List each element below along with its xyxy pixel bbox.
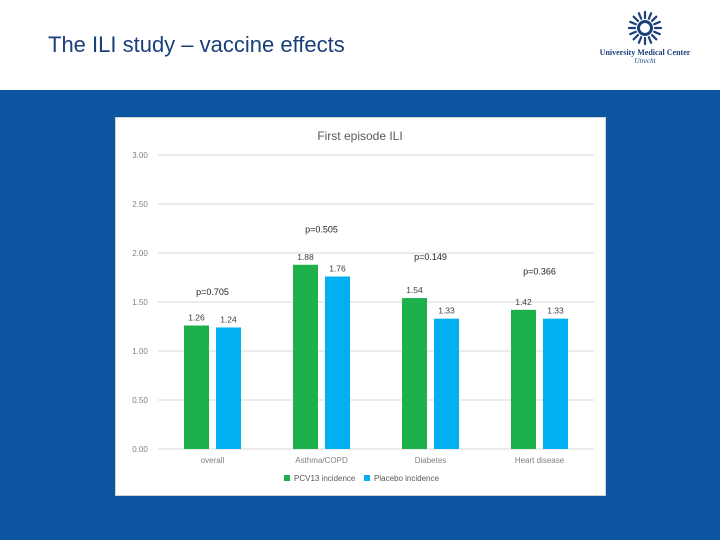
logo-ray — [650, 33, 658, 41]
bar — [293, 264, 318, 449]
logo-ray — [629, 20, 637, 26]
chart-card: First episode ILI 0.00 0.50 1.00 1.50 2.00 2.… — [115, 117, 606, 496]
bar — [511, 309, 536, 449]
logo-ray — [632, 33, 640, 41]
y-tick-label: 0.00 — [132, 445, 148, 454]
logo-name: University Medical Center — [599, 48, 691, 57]
slide-header: The ILI study – vaccine effects Universi… — [0, 0, 720, 90]
bar — [216, 327, 241, 449]
bar — [434, 318, 459, 449]
p-value-annotation: p=0.705 — [196, 287, 229, 297]
legend-label: PCV13 incidence — [294, 474, 356, 483]
y-tick-label: 3.00 — [132, 151, 148, 160]
bar-value-label: 1.26 — [188, 313, 205, 323]
bar-value-label: 1.33 — [547, 306, 564, 316]
logo-ray — [632, 15, 640, 23]
x-tick-label: Heart disease — [515, 456, 565, 465]
chart-title: First episode ILI — [317, 129, 402, 143]
p-value-annotation: p=0.505 — [305, 224, 338, 234]
logo-ray — [650, 15, 658, 23]
bar-value-label: 1.24 — [220, 314, 237, 324]
logo-city: Utrecht — [634, 57, 656, 65]
logo-ray — [629, 30, 637, 36]
y-tick-label: 0.50 — [132, 396, 148, 405]
y-tick-label: 2.00 — [132, 249, 148, 258]
y-tick-label: 1.00 — [132, 347, 148, 356]
bar-value-label: 1.54 — [406, 285, 423, 295]
logo-ray — [653, 20, 661, 26]
bar-value-label: 1.33 — [438, 306, 455, 316]
bar-value-label: 1.76 — [329, 264, 346, 274]
y-tick-label: 2.50 — [132, 200, 148, 209]
legend-swatch — [284, 475, 290, 481]
bar-chart: First episode ILI 0.00 0.50 1.00 1.50 2.00 2.… — [132, 129, 594, 483]
bar — [184, 325, 209, 449]
legend-swatch — [364, 475, 370, 481]
bar-value-label: 1.42 — [515, 297, 532, 307]
umc-logo: University Medical Center Utrecht — [590, 10, 700, 72]
bar-value-label: 1.88 — [297, 252, 314, 262]
logo-ray — [637, 36, 643, 44]
p-value-annotation: p=0.149 — [414, 252, 447, 262]
p-value-annotation: p=0.366 — [523, 267, 556, 277]
x-tick-label: overall — [201, 456, 225, 465]
logo-ray — [653, 30, 661, 36]
slide-title: The ILI study – vaccine effects — [48, 32, 345, 57]
bar — [402, 298, 427, 449]
logo-ray — [637, 12, 643, 20]
umc-sun-icon — [627, 10, 663, 46]
logo-ray — [647, 36, 653, 44]
bar — [325, 276, 350, 449]
legend-label: Placebo incidence — [374, 474, 439, 483]
x-tick-label: Asthma/COPD — [295, 456, 348, 465]
x-tick-label: Diabetes — [415, 456, 447, 465]
logo-ray — [647, 12, 653, 20]
y-tick-label: 1.50 — [132, 298, 148, 307]
bar — [543, 318, 568, 449]
